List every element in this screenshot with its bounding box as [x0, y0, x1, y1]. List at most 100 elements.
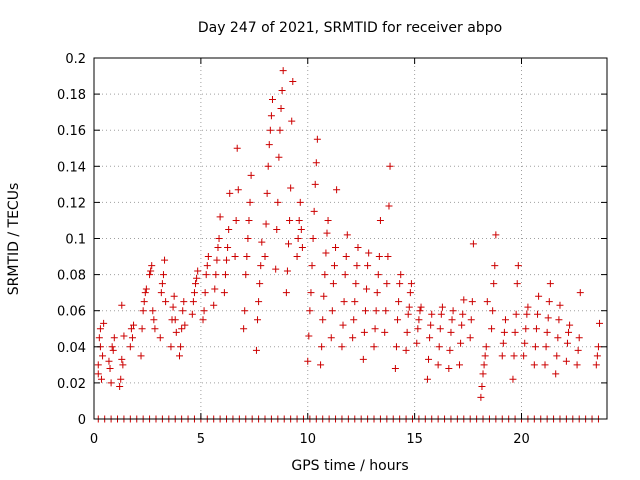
- data-point: [395, 298, 403, 306]
- data-point: [407, 280, 415, 288]
- data-point: [94, 361, 102, 369]
- data-point: [306, 307, 314, 315]
- data-point: [576, 289, 584, 297]
- data-point: [332, 244, 340, 252]
- y-tick-label: 0.02: [57, 377, 86, 392]
- data-point: [438, 303, 446, 311]
- data-point: [176, 352, 183, 360]
- data-point: [146, 271, 154, 279]
- data-point: [530, 361, 538, 369]
- data-point: [311, 180, 319, 188]
- data-point: [320, 292, 328, 300]
- data-point: [535, 292, 543, 300]
- data-point: [428, 310, 436, 318]
- data-point: [381, 328, 389, 336]
- axis-ticks: 0 0.02 0.04 0.06 0.08 0.1 0.12 0.14 0.16 0.18 0.2 0…: [57, 52, 607, 447]
- x-tick-label: 5: [197, 432, 205, 447]
- data-point: [96, 325, 104, 333]
- data-point: [342, 253, 350, 261]
- data-point: [295, 216, 303, 224]
- data-point: [106, 364, 114, 372]
- data-point: [109, 346, 117, 354]
- data-point: [543, 328, 551, 336]
- data-point: [204, 253, 212, 261]
- data-point: [406, 289, 414, 297]
- data-point: [258, 238, 266, 246]
- data-point: [391, 364, 399, 372]
- data-point: [361, 307, 369, 315]
- data-point: [221, 271, 229, 279]
- data-point: [272, 265, 280, 273]
- data-point: [354, 244, 362, 252]
- data-point: [534, 310, 542, 318]
- data-point: [244, 235, 252, 242]
- data-point: [477, 393, 485, 401]
- x-tick-label: 15: [406, 432, 423, 447]
- data-point: [288, 117, 296, 125]
- data-point: [107, 379, 115, 387]
- data-point: [514, 262, 522, 270]
- data-point: [203, 262, 211, 270]
- data-point: [322, 249, 330, 257]
- data-point: [285, 240, 293, 248]
- data-point: [489, 307, 497, 315]
- y-tick-label: 0.14: [57, 160, 86, 175]
- data-point: [469, 240, 477, 248]
- data-point: [211, 285, 219, 293]
- data-point: [141, 289, 149, 297]
- data-point: [458, 321, 466, 329]
- data-point: [100, 319, 108, 327]
- data-point: [317, 361, 325, 369]
- data-point: [501, 316, 509, 324]
- data-point: [286, 216, 294, 224]
- data-point: [414, 325, 422, 333]
- data-point: [128, 334, 136, 342]
- data-point: [296, 198, 304, 206]
- data-point: [189, 298, 197, 306]
- y-tick-label: 0: [78, 413, 86, 428]
- data-point: [593, 352, 601, 360]
- data-point: [262, 220, 270, 228]
- y-axis-label: SRMTID / TECUs: [6, 183, 22, 296]
- data-point: [416, 307, 424, 315]
- data-point: [592, 361, 600, 369]
- data-point: [327, 334, 335, 342]
- data-point: [386, 162, 394, 170]
- data-point: [282, 289, 290, 297]
- data-point: [435, 343, 443, 351]
- data-point: [513, 280, 521, 288]
- data-point: [445, 364, 453, 372]
- data-point: [319, 316, 327, 324]
- data-point: [392, 343, 400, 351]
- data-point: [264, 162, 272, 170]
- data-markers: [94, 67, 604, 423]
- data-point: [171, 316, 179, 324]
- data-point: [266, 126, 274, 134]
- data-point: [359, 355, 367, 363]
- data-point: [256, 280, 264, 288]
- data-point: [423, 375, 431, 383]
- data-point: [202, 271, 210, 279]
- data-point: [94, 370, 102, 378]
- data-point: [520, 352, 528, 360]
- data-point: [312, 159, 320, 167]
- data-point: [323, 229, 331, 237]
- data-point: [169, 303, 177, 311]
- data-point: [402, 346, 410, 354]
- data-point: [252, 346, 260, 354]
- data-point: [289, 77, 297, 85]
- data-point: [415, 316, 423, 324]
- data-point: [214, 244, 222, 252]
- data-point: [542, 343, 550, 351]
- data-point: [261, 253, 269, 261]
- data-point: [108, 343, 116, 351]
- data-point: [179, 307, 187, 315]
- data-point: [467, 316, 475, 324]
- data-point: [309, 235, 317, 242]
- chart-title: Day 247 of 2021, SRMTID for receiver abp…: [198, 20, 502, 36]
- data-point: [383, 280, 391, 288]
- x-tick-label: 0: [90, 432, 98, 447]
- data-point: [126, 343, 134, 351]
- grid-lines: [94, 58, 607, 419]
- data-point: [413, 339, 421, 347]
